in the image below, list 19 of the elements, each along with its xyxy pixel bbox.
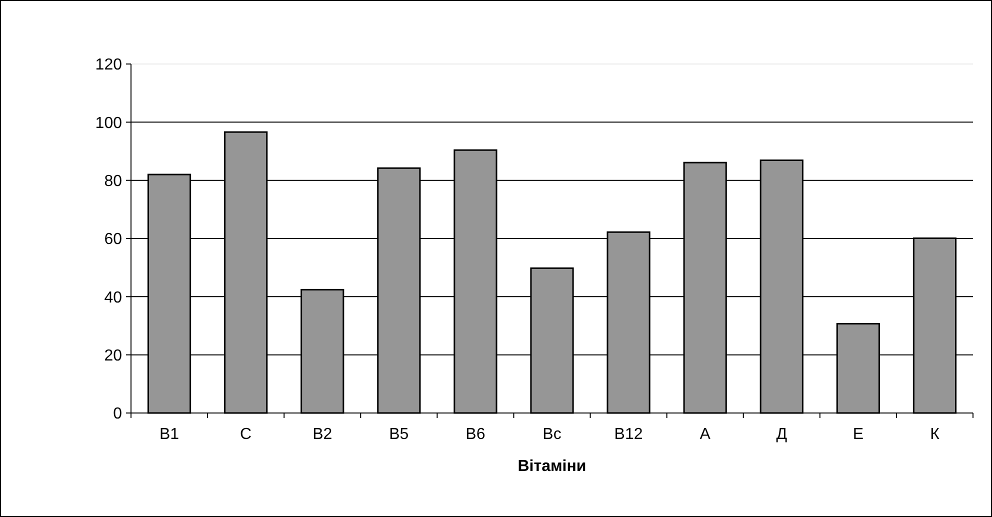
x-tick-label: С [240, 426, 252, 443]
y-tick-label: 120 [95, 56, 122, 74]
y-tick-label: 60 [104, 231, 122, 248]
x-tick-label: В12 [614, 426, 643, 443]
x-axis-title: Вітаміни [518, 458, 586, 475]
y-tick-label: 80 [104, 172, 122, 190]
y-tick-label: 100 [95, 114, 122, 132]
x-tick-label: Е [852, 426, 864, 443]
y-tick-label: 20 [104, 347, 122, 364]
x-tick-label: В2 [312, 426, 332, 443]
x-tick-label: В6 [466, 426, 486, 443]
x-tick-label: В5 [389, 426, 409, 443]
x-tick-label: А [700, 426, 711, 443]
x-tick-label: Д [776, 426, 788, 443]
y-tick-label: 0 [113, 406, 122, 423]
x-tick-label: К [930, 426, 940, 443]
x-tick-label: Вс [542, 426, 562, 443]
y-tick-label: 40 [104, 289, 122, 306]
x-tick-label: В1 [159, 426, 180, 443]
